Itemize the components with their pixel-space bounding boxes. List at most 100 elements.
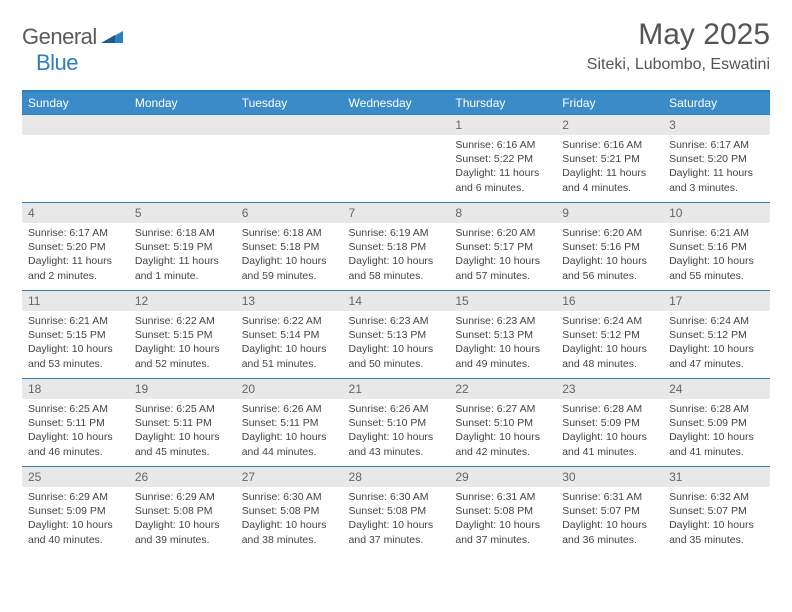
calendar-day-cell: 10Sunrise: 6:21 AMSunset: 5:16 PMDayligh… <box>663 203 770 291</box>
day-number: 29 <box>449 467 556 487</box>
sunrise-text: Sunrise: 6:29 AM <box>28 490 123 504</box>
day-number: 26 <box>129 467 236 487</box>
sunrise-text: Sunrise: 6:28 AM <box>562 402 657 416</box>
day-number: 22 <box>449 379 556 399</box>
daylight-text: Daylight: 11 hours and 1 minute. <box>135 254 230 282</box>
day-content: Sunrise: 6:25 AMSunset: 5:11 PMDaylight:… <box>129 399 236 462</box>
daylight-text: Daylight: 10 hours and 52 minutes. <box>135 342 230 370</box>
day-content: Sunrise: 6:25 AMSunset: 5:11 PMDaylight:… <box>22 399 129 462</box>
day-number <box>343 115 450 135</box>
daylight-text: Daylight: 11 hours and 4 minutes. <box>562 166 657 194</box>
day-content: Sunrise: 6:18 AMSunset: 5:19 PMDaylight:… <box>129 223 236 286</box>
calendar-week-row: 18Sunrise: 6:25 AMSunset: 5:11 PMDayligh… <box>22 379 770 467</box>
logo-triangle-icon <box>101 27 123 48</box>
calendar-page: General May 2025 Siteki, Lubombo, Eswati… <box>0 0 792 565</box>
day-number: 12 <box>129 291 236 311</box>
day-number: 6 <box>236 203 343 223</box>
daylight-text: Daylight: 10 hours and 39 minutes. <box>135 518 230 546</box>
day-content: Sunrise: 6:23 AMSunset: 5:13 PMDaylight:… <box>449 311 556 374</box>
calendar-day-cell: 15Sunrise: 6:23 AMSunset: 5:13 PMDayligh… <box>449 291 556 379</box>
calendar-day-cell: 2Sunrise: 6:16 AMSunset: 5:21 PMDaylight… <box>556 115 663 203</box>
daylight-text: Daylight: 10 hours and 35 minutes. <box>669 518 764 546</box>
daylight-text: Daylight: 10 hours and 44 minutes. <box>242 430 337 458</box>
sunrise-text: Sunrise: 6:22 AM <box>135 314 230 328</box>
sunset-text: Sunset: 5:18 PM <box>242 240 337 254</box>
day-number: 17 <box>663 291 770 311</box>
day-content: Sunrise: 6:27 AMSunset: 5:10 PMDaylight:… <box>449 399 556 462</box>
calendar-day-cell: 6Sunrise: 6:18 AMSunset: 5:18 PMDaylight… <box>236 203 343 291</box>
sunset-text: Sunset: 5:12 PM <box>669 328 764 342</box>
day-number: 21 <box>343 379 450 399</box>
calendar-day-cell <box>129 115 236 203</box>
day-content: Sunrise: 6:24 AMSunset: 5:12 PMDaylight:… <box>663 311 770 374</box>
sunset-text: Sunset: 5:09 PM <box>669 416 764 430</box>
day-content: Sunrise: 6:24 AMSunset: 5:12 PMDaylight:… <box>556 311 663 374</box>
sunrise-text: Sunrise: 6:31 AM <box>562 490 657 504</box>
sunrise-text: Sunrise: 6:23 AM <box>455 314 550 328</box>
day-content: Sunrise: 6:21 AMSunset: 5:16 PMDaylight:… <box>663 223 770 286</box>
sunset-text: Sunset: 5:08 PM <box>455 504 550 518</box>
day-content: Sunrise: 6:16 AMSunset: 5:22 PMDaylight:… <box>449 135 556 198</box>
sunset-text: Sunset: 5:07 PM <box>669 504 764 518</box>
daylight-text: Daylight: 10 hours and 45 minutes. <box>135 430 230 458</box>
sunrise-text: Sunrise: 6:21 AM <box>669 226 764 240</box>
day-content: Sunrise: 6:29 AMSunset: 5:09 PMDaylight:… <box>22 487 129 550</box>
calendar-day-cell: 19Sunrise: 6:25 AMSunset: 5:11 PMDayligh… <box>129 379 236 467</box>
day-content: Sunrise: 6:20 AMSunset: 5:17 PMDaylight:… <box>449 223 556 286</box>
calendar-day-cell: 21Sunrise: 6:26 AMSunset: 5:10 PMDayligh… <box>343 379 450 467</box>
sunset-text: Sunset: 5:22 PM <box>455 152 550 166</box>
day-number: 7 <box>343 203 450 223</box>
day-number: 10 <box>663 203 770 223</box>
sunset-text: Sunset: 5:08 PM <box>242 504 337 518</box>
sunrise-text: Sunrise: 6:27 AM <box>455 402 550 416</box>
day-header: Thursday <box>449 91 556 115</box>
sunrise-text: Sunrise: 6:25 AM <box>135 402 230 416</box>
day-number: 9 <box>556 203 663 223</box>
day-content: Sunrise: 6:26 AMSunset: 5:11 PMDaylight:… <box>236 399 343 462</box>
calendar-day-cell: 18Sunrise: 6:25 AMSunset: 5:11 PMDayligh… <box>22 379 129 467</box>
sunset-text: Sunset: 5:17 PM <box>455 240 550 254</box>
logo-text-blue: Blue <box>36 50 78 76</box>
sunrise-text: Sunrise: 6:17 AM <box>669 138 764 152</box>
sunset-text: Sunset: 5:08 PM <box>349 504 444 518</box>
sunset-text: Sunset: 5:20 PM <box>28 240 123 254</box>
day-number: 23 <box>556 379 663 399</box>
calendar-day-cell: 8Sunrise: 6:20 AMSunset: 5:17 PMDaylight… <box>449 203 556 291</box>
sunrise-text: Sunrise: 6:30 AM <box>242 490 337 504</box>
daylight-text: Daylight: 10 hours and 47 minutes. <box>669 342 764 370</box>
day-content: Sunrise: 6:18 AMSunset: 5:18 PMDaylight:… <box>236 223 343 286</box>
calendar-day-cell <box>22 115 129 203</box>
day-number <box>22 115 129 135</box>
day-content: Sunrise: 6:16 AMSunset: 5:21 PMDaylight:… <box>556 135 663 198</box>
sunset-text: Sunset: 5:11 PM <box>28 416 123 430</box>
daylight-text: Daylight: 10 hours and 50 minutes. <box>349 342 444 370</box>
day-header: Sunday <box>22 91 129 115</box>
daylight-text: Daylight: 10 hours and 41 minutes. <box>562 430 657 458</box>
day-number: 30 <box>556 467 663 487</box>
location-text: Siteki, Lubombo, Eswatini <box>587 56 770 74</box>
day-header: Monday <box>129 91 236 115</box>
calendar-day-cell: 22Sunrise: 6:27 AMSunset: 5:10 PMDayligh… <box>449 379 556 467</box>
sunset-text: Sunset: 5:10 PM <box>349 416 444 430</box>
sunrise-text: Sunrise: 6:23 AM <box>349 314 444 328</box>
sunset-text: Sunset: 5:13 PM <box>349 328 444 342</box>
header-right: May 2025 Siteki, Lubombo, Eswatini <box>587 18 770 74</box>
calendar-day-cell: 16Sunrise: 6:24 AMSunset: 5:12 PMDayligh… <box>556 291 663 379</box>
daylight-text: Daylight: 11 hours and 2 minutes. <box>28 254 123 282</box>
sunrise-text: Sunrise: 6:28 AM <box>669 402 764 416</box>
daylight-text: Daylight: 10 hours and 46 minutes. <box>28 430 123 458</box>
sunrise-text: Sunrise: 6:17 AM <box>28 226 123 240</box>
sunrise-text: Sunrise: 6:21 AM <box>28 314 123 328</box>
sunrise-text: Sunrise: 6:20 AM <box>455 226 550 240</box>
sunset-text: Sunset: 5:09 PM <box>562 416 657 430</box>
calendar-day-cell: 29Sunrise: 6:31 AMSunset: 5:08 PMDayligh… <box>449 467 556 555</box>
sunset-text: Sunset: 5:19 PM <box>135 240 230 254</box>
day-number: 28 <box>343 467 450 487</box>
calendar-day-cell: 9Sunrise: 6:20 AMSunset: 5:16 PMDaylight… <box>556 203 663 291</box>
sunrise-text: Sunrise: 6:16 AM <box>455 138 550 152</box>
calendar-day-cell: 1Sunrise: 6:16 AMSunset: 5:22 PMDaylight… <box>449 115 556 203</box>
day-content: Sunrise: 6:22 AMSunset: 5:14 PMDaylight:… <box>236 311 343 374</box>
calendar-day-cell: 31Sunrise: 6:32 AMSunset: 5:07 PMDayligh… <box>663 467 770 555</box>
sunrise-text: Sunrise: 6:26 AM <box>349 402 444 416</box>
calendar-week-row: 25Sunrise: 6:29 AMSunset: 5:09 PMDayligh… <box>22 467 770 555</box>
